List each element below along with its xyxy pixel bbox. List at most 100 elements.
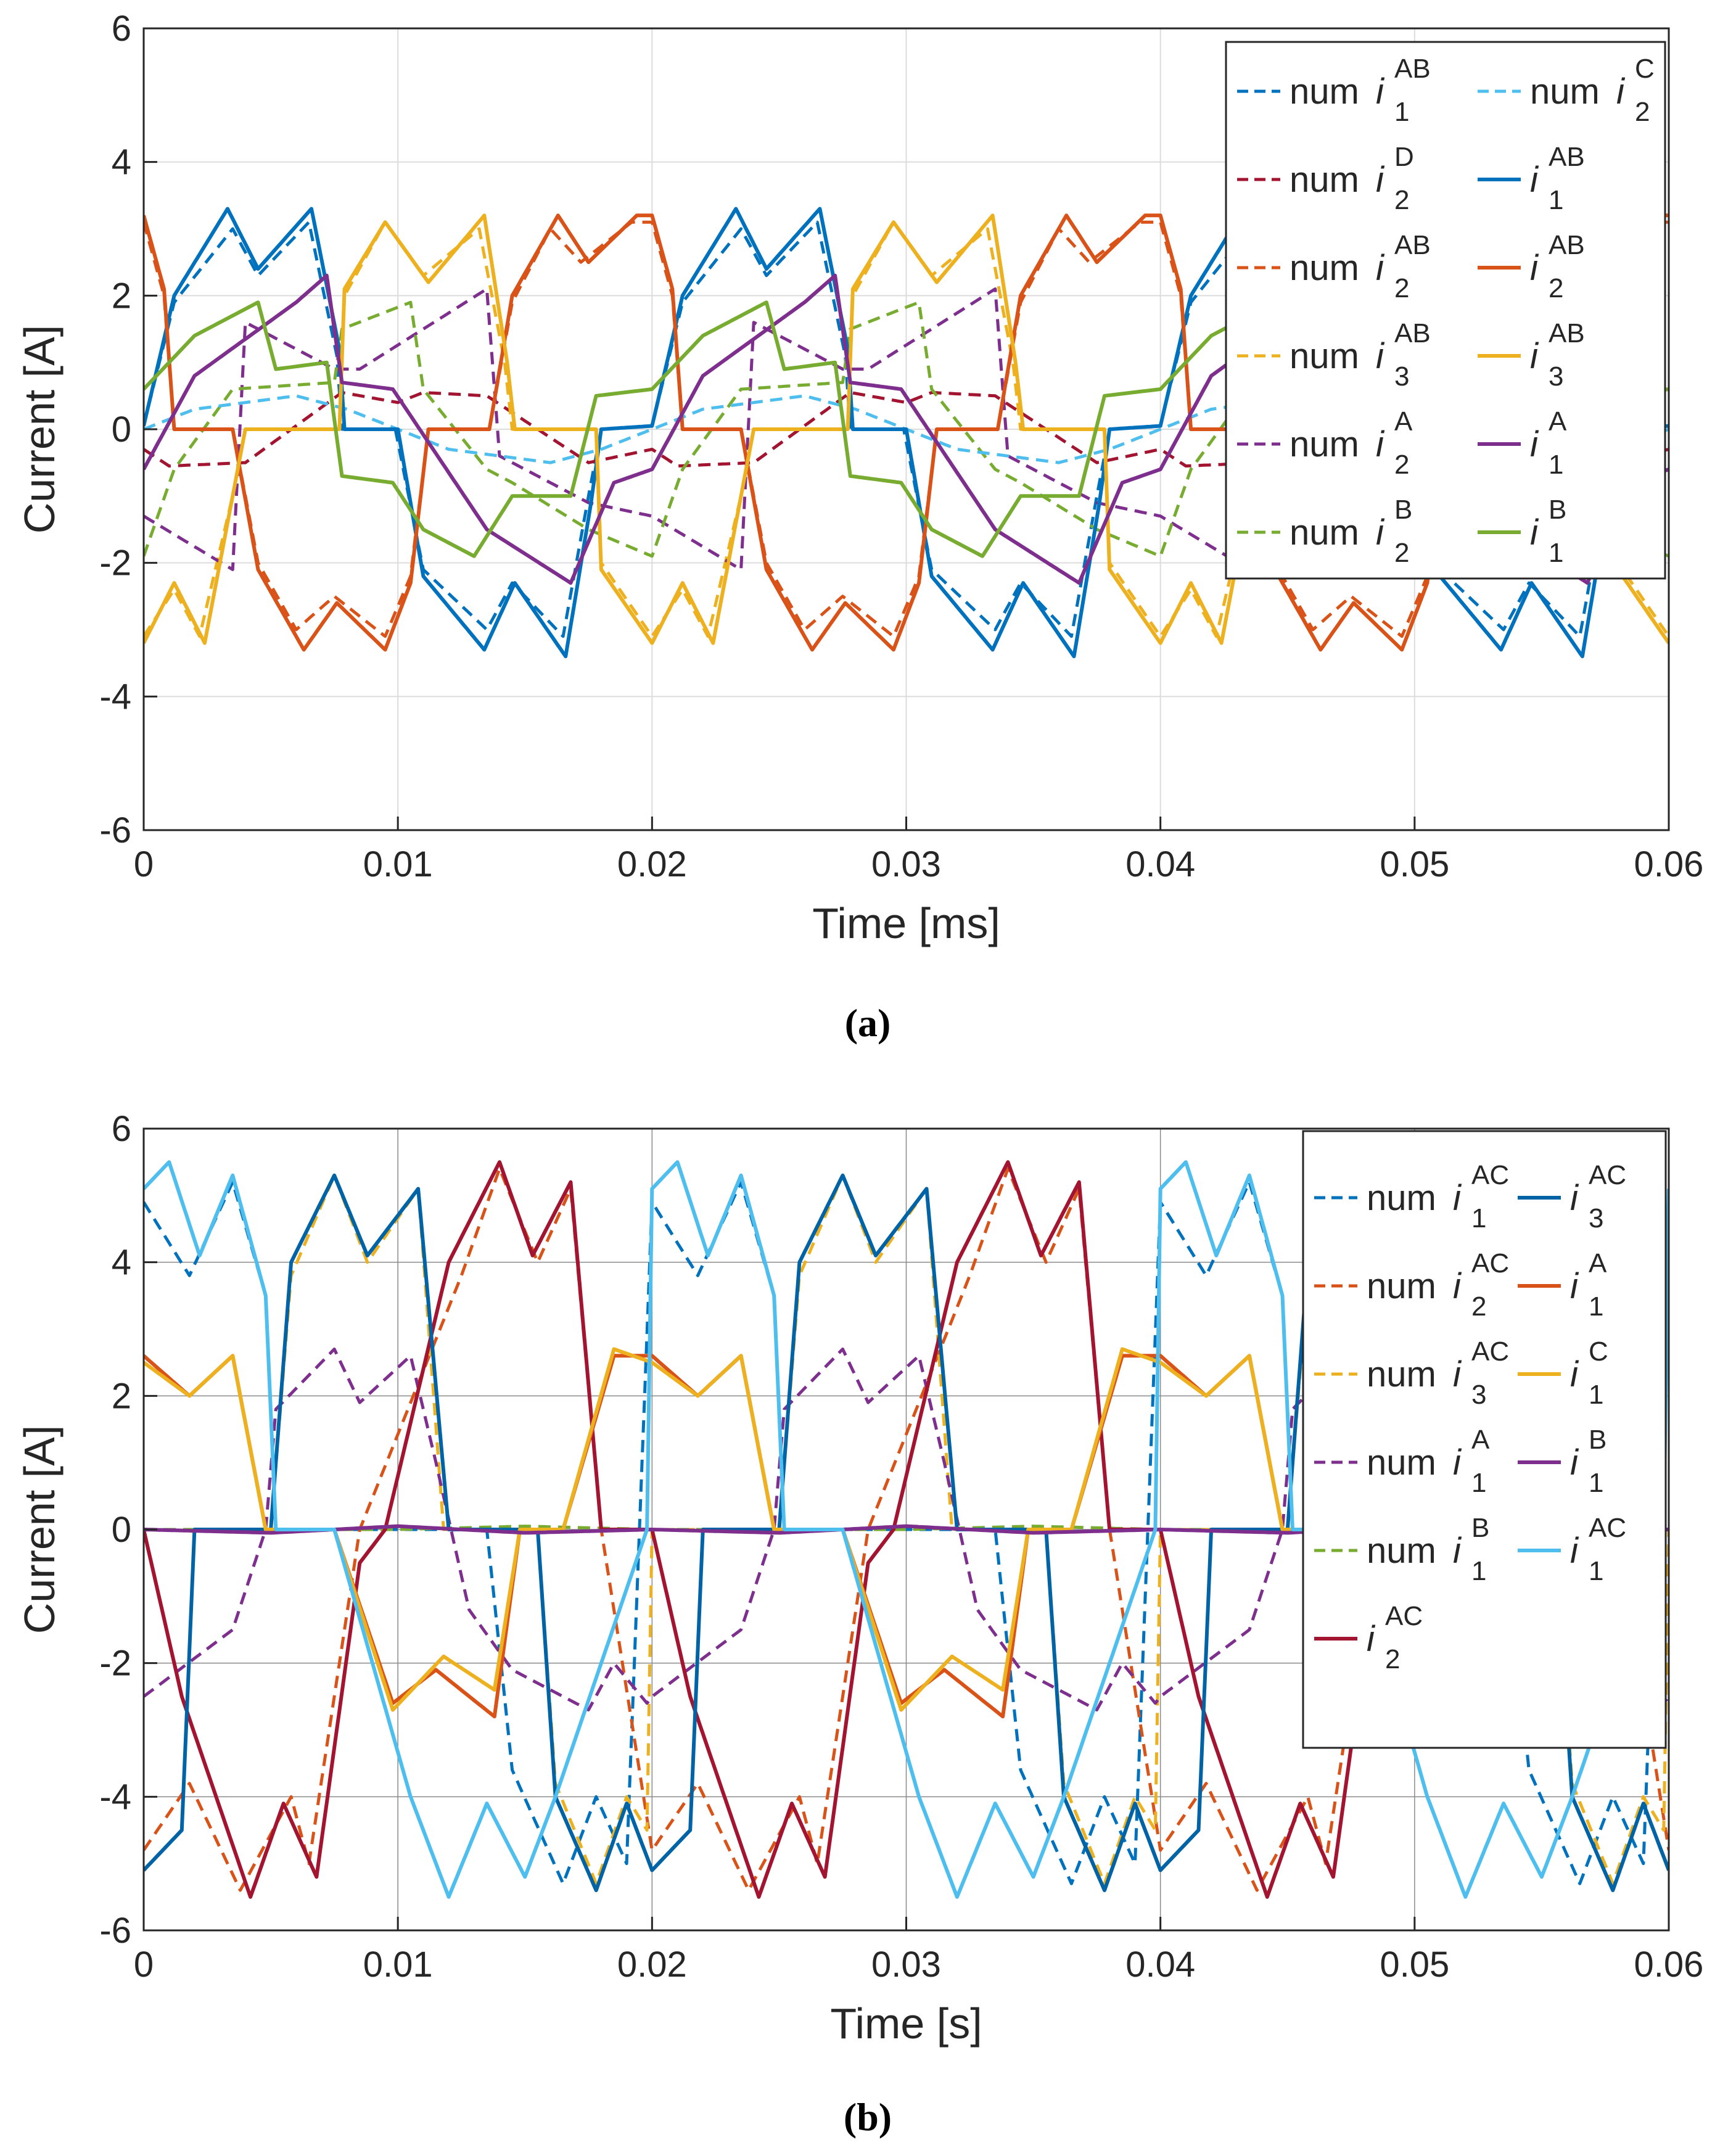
legend-superscript: B [1394, 495, 1412, 525]
legend-item: num i AC 1 [1314, 1160, 1509, 1233]
legend-subscript: 3 [1471, 1380, 1486, 1410]
legend-superscript: D [1394, 142, 1414, 172]
legend-item: i AB 3 [1478, 318, 1585, 392]
series-line-num-i-ab-2 [144, 220, 1669, 638]
legend-subscript: 2 [1394, 538, 1409, 568]
legend-item: i AB 2 [1478, 230, 1585, 303]
legend-subscript: 1 [1394, 97, 1409, 127]
legend-symbol: i [1530, 336, 1539, 376]
y-tick-label: 0 [112, 410, 131, 450]
legend-subscript: 1 [1549, 185, 1563, 215]
y-tick-label: 2 [112, 276, 131, 316]
legend-subscript: 1 [1471, 1203, 1486, 1233]
legend-symbol: i [1376, 72, 1385, 112]
figure-caption: (a) [845, 1001, 891, 1045]
chart-panel-b: 0 0.01 0.02 0.03 0.04 0.05 0.06 6 4 2 0 -2 -4 -6 Time … [0, 1072, 1736, 2145]
legend-subscript: 1 [1471, 1468, 1486, 1498]
legend-symbol: i [1570, 1531, 1579, 1571]
legend-item: num iA 1 [1314, 1425, 1490, 1498]
y-axis-label: Current [A] [15, 325, 64, 533]
x-tick-label: 0.01 [363, 844, 433, 884]
legend-subscript: 1 [1589, 1380, 1603, 1410]
legend-symbol: i [1376, 513, 1385, 553]
legend-subscript: 1 [1589, 1291, 1603, 1322]
legend-superscript: AB [1394, 230, 1431, 260]
legend-item: iA 1 [1518, 1248, 1607, 1322]
legend-symbol: i [1453, 1266, 1462, 1306]
figure-caption: (b) [844, 2095, 892, 2139]
legend-superscript: AC [1471, 1248, 1509, 1278]
legend-symbol: i [1453, 1531, 1462, 1571]
y-tick-label: -4 [99, 1777, 131, 1817]
legend-superscript: A [1394, 406, 1413, 437]
legend-item: i AB 1 [1478, 142, 1585, 215]
legend-box [1302, 1130, 1667, 1749]
x-tick-label: 0 [134, 1945, 154, 1985]
legend-symbol: i [1570, 1354, 1579, 1394]
x-tick-label: 0.04 [1125, 1945, 1195, 1985]
legend-label-prefix: num [1367, 1443, 1436, 1483]
chart-b-svg: 0 0.01 0.02 0.03 0.04 0.05 0.06 6 4 2 0 -2 -4 -6 Time … [15, 1109, 1703, 2139]
legend-superscript: A [1471, 1425, 1490, 1455]
legend-item: num i AC 3 [1314, 1336, 1509, 1410]
legend-label-prefix: num [1290, 248, 1359, 288]
x-tick-label: 0 [134, 844, 154, 884]
legend-box [1225, 41, 1666, 580]
legend-item: iB 1 [1478, 495, 1566, 568]
legend-superscript: B [1549, 495, 1566, 525]
series-line-i-ab-2 [144, 213, 1669, 652]
legend-superscript: AB [1549, 142, 1585, 172]
x-tick-label: 0.03 [871, 844, 941, 884]
y-tick-label: -6 [99, 810, 131, 850]
legend-item: i AC 2 [1314, 1601, 1423, 1674]
legend-item: iA 1 [1478, 406, 1567, 480]
y-tick-label: -6 [99, 1911, 131, 1951]
legend-symbol: i [1376, 160, 1385, 200]
legend-symbol: i [1453, 1443, 1462, 1483]
legend-label-prefix: num [1367, 1178, 1436, 1218]
legend-subscript: 2 [1385, 1644, 1400, 1674]
x-tick-label: 0.02 [617, 844, 687, 884]
legend-item: num i AB 3 [1237, 318, 1431, 392]
y-tick-label: 0 [112, 1510, 131, 1550]
legend-subscript: 2 [1394, 273, 1409, 303]
legend-symbol: i [1530, 424, 1539, 464]
legend-subscript: 2 [1394, 450, 1409, 480]
legend-superscript: AC [1471, 1336, 1509, 1367]
legend-superscript: C [1635, 54, 1655, 84]
series-line-i-ac-1 [144, 1160, 1669, 1899]
legend-symbol: i [1570, 1266, 1579, 1306]
legend-item: num iB 1 [1314, 1513, 1489, 1586]
legend-subscript: 1 [1471, 1556, 1486, 1586]
legend-subscript: 3 [1549, 361, 1563, 392]
legend-label-prefix: num [1367, 1266, 1436, 1306]
legend-superscript: AB [1394, 54, 1431, 84]
y-tick-label: -2 [99, 1644, 131, 1684]
x-tick-label: 0.05 [1380, 844, 1449, 884]
legend-item: i AC 3 [1518, 1160, 1626, 1233]
legend-symbol: i [1376, 248, 1385, 288]
series-line-num-i-ac-2 [144, 1167, 1669, 1892]
x-axis-label: Time [s] [830, 1999, 982, 2048]
y-tick-label: 2 [112, 1376, 131, 1416]
legend-symbol: i [1616, 72, 1626, 112]
legend-label-prefix: num [1290, 424, 1359, 464]
legend-label-prefix: num [1290, 336, 1359, 376]
chart-a-svg: 0 0.01 0.02 0.03 0.04 0.05 0.06 6 4 2 0 -2 -4 -6 Time … [15, 9, 1703, 1045]
x-tick-label: 0.04 [1125, 844, 1195, 884]
legend-label-prefix: num [1367, 1354, 1436, 1394]
legend-symbol: i [1530, 160, 1539, 200]
legend-symbol: i [1530, 513, 1539, 553]
legend-superscript: AC [1589, 1513, 1626, 1543]
legend-symbol: i [1367, 1619, 1376, 1659]
legend-superscript: B [1589, 1425, 1606, 1455]
legend-symbol: i [1376, 336, 1385, 376]
legend-item: num iD 2 [1237, 142, 1414, 215]
legend-superscript: AC [1589, 1160, 1626, 1190]
x-tick-label: 0.02 [617, 1945, 687, 1985]
legend-subscript: 2 [1471, 1291, 1486, 1322]
legend-subscript: 2 [1635, 97, 1650, 127]
legend-subscript: 3 [1589, 1203, 1603, 1233]
y-tick-label: 4 [112, 1243, 131, 1283]
chart-panel-a: 0 0.01 0.02 0.03 0.04 0.05 0.06 6 4 2 0 -2 -4 -6 Time … [0, 0, 1736, 1072]
